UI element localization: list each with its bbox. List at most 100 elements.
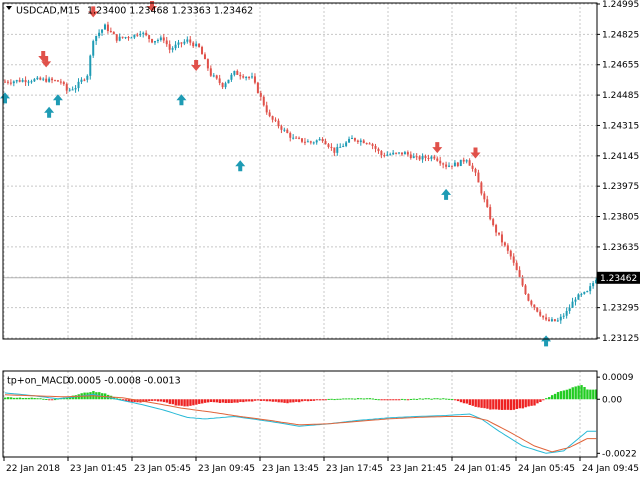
candle-body: [4, 81, 6, 83]
candle-body: [15, 80, 18, 82]
price-tick-label: 1.23125: [602, 334, 639, 344]
candle-body: [251, 76, 254, 78]
candle-body: [103, 24, 106, 30]
candle-body: [203, 54, 206, 60]
candle-body: [162, 37, 165, 41]
candle-body: [112, 31, 115, 35]
histogram-bar: [559, 391, 563, 400]
candle-body: [256, 82, 259, 94]
main-price-panel[interactable]: USDCAD,M15 1.23400 1.23468 1.23363 1.234…: [0, 0, 640, 347]
histogram-bar: [312, 399, 316, 401]
candle-body: [433, 156, 436, 159]
buy-arrow-icon: [235, 160, 246, 172]
indicator-panel-frame: [2, 370, 598, 458]
histogram-bar: [145, 399, 148, 403]
histogram-bar: [165, 399, 169, 403]
histogram-bar: [4, 397, 7, 400]
histogram-bar: [418, 398, 422, 400]
candle-body: [545, 317, 548, 320]
candle-body: [565, 310, 568, 316]
candle-body: [571, 301, 574, 308]
candle-body: [450, 165, 453, 167]
candle-body: [336, 147, 339, 153]
histogram-bar: [548, 397, 551, 400]
time-tick-label: 22 Jan 2018: [6, 464, 60, 474]
candle-body: [486, 199, 489, 208]
candle-body: [53, 80, 56, 82]
candle-body: [145, 32, 148, 36]
histogram-bar: [415, 398, 419, 400]
candle-body: [427, 157, 430, 159]
candle-body: [339, 146, 342, 148]
histogram-bar: [209, 399, 213, 403]
histogram-bar: [483, 399, 486, 409]
histogram-bar: [224, 399, 227, 404]
histogram-bar: [239, 399, 242, 402]
histogram-bar: [592, 389, 595, 400]
candle-body: [562, 315, 565, 317]
time-tick-label: 23 Jan 09:45: [198, 464, 255, 474]
histogram-bar: [215, 399, 219, 403]
histogram-bar: [400, 398, 404, 400]
sell-arrow-icon: [38, 51, 49, 63]
histogram-bar: [477, 399, 480, 408]
chart-dropdown-icon[interactable]: [6, 6, 12, 10]
candle-body: [500, 234, 503, 243]
candle-body: [448, 165, 451, 167]
histogram-bar: [221, 399, 225, 403]
candle-body: [389, 154, 392, 156]
histogram-bar: [368, 398, 372, 400]
macd-indicator-panel[interactable]: tp+on_MACD 0.0005 -0.0008 -0.0013 0.0009…: [2, 370, 637, 459]
candle-body: [242, 76, 245, 78]
candle-body: [453, 162, 456, 167]
sell-arrow-icon: [147, 1, 158, 13]
histogram-bar: [450, 398, 454, 400]
candle-body: [515, 262, 518, 271]
histogram-bar: [242, 399, 245, 403]
candle-body: [248, 77, 251, 79]
candle-body: [342, 145, 345, 147]
candle-body: [101, 29, 104, 33]
histogram-bar: [333, 399, 336, 401]
sell-arrow-icon: [470, 147, 481, 159]
histogram-bar: [362, 398, 366, 400]
histogram-bar: [321, 399, 324, 401]
histogram-bar: [324, 399, 327, 401]
candle-body: [42, 78, 45, 80]
histogram-bar: [233, 399, 236, 403]
current-price-label-text: 1.23462: [600, 274, 637, 284]
candle-body: [583, 291, 586, 294]
candle-body: [156, 39, 159, 42]
candle-body: [577, 294, 580, 300]
histogram-bar: [568, 388, 571, 400]
candle-body: [445, 164, 448, 167]
time-tick-label: 23 Jan 17:45: [326, 464, 383, 474]
histogram-bar: [189, 399, 192, 406]
candle-body: [153, 41, 156, 43]
candle-body: [195, 43, 198, 47]
candle-body: [83, 79, 86, 81]
histogram-bar: [180, 399, 183, 406]
histogram-bar: [445, 398, 448, 400]
histogram-bar: [142, 399, 145, 403]
histogram-bar: [521, 399, 524, 409]
macd-line-2: [4, 394, 597, 453]
sell-arrow-icon: [88, 6, 99, 18]
candle-body: [95, 35, 98, 42]
candle-body: [106, 24, 109, 31]
histogram-bar: [286, 399, 289, 404]
candle-body: [474, 168, 477, 173]
candle-body: [65, 84, 68, 91]
histogram-bar: [492, 399, 495, 410]
price-tick-label: 1.24145: [602, 152, 639, 162]
candle-body: [506, 245, 509, 251]
candle-body: [24, 80, 27, 83]
histogram-bar: [24, 397, 27, 400]
candle-body: [130, 37, 133, 39]
histogram-bar: [433, 398, 436, 400]
time-axis: 22 Jan 2018 23 Jan 01:45 23 Jan 05:45 23 Ja…: [3, 457, 639, 474]
histogram-bar: [456, 399, 460, 402]
candle-body: [6, 81, 9, 83]
candle-body: [77, 81, 80, 89]
